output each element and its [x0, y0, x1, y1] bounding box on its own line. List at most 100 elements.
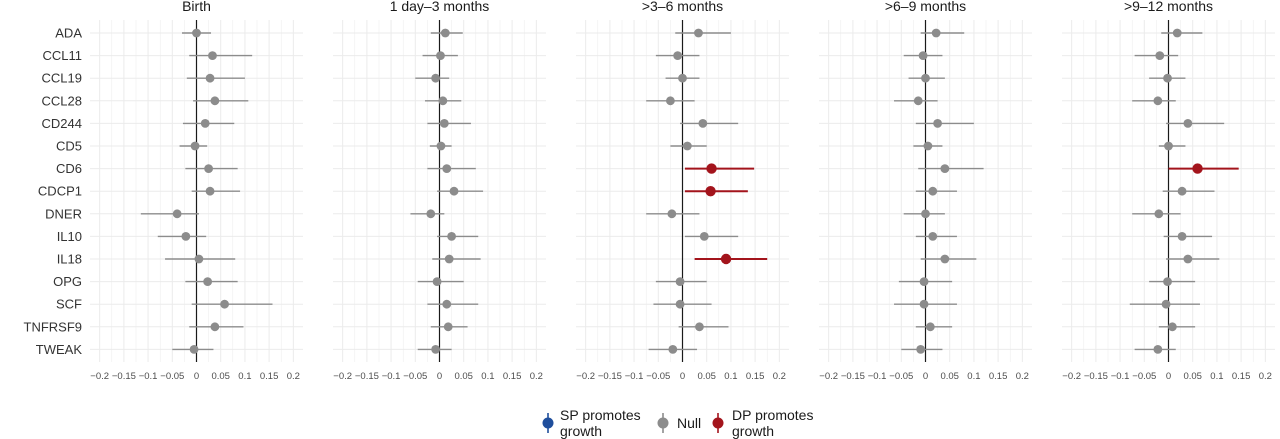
estimate-point [919, 277, 929, 286]
x-tick-label: −0.2 [1062, 371, 1081, 382]
estimate-point [190, 141, 200, 151]
category-label: CCL19 [42, 71, 82, 86]
estimate-point [940, 164, 950, 174]
estimate-point [1161, 299, 1171, 309]
x-tick-label: 0 [437, 371, 442, 382]
facet-panel: Birth −0.2 −0.15 −0.1 −0.05 0 0.05 0.1 0.15 0.2 [90, 0, 303, 382]
x-tick-label: −0.1 [139, 371, 158, 382]
x-tick-label: −0.05 [1132, 371, 1156, 382]
x-tick-label: 0.15 [746, 371, 765, 382]
estimate-point [1163, 277, 1172, 286]
estimate-point [431, 345, 441, 354]
estimate-point [695, 322, 704, 332]
legend-key-point [657, 417, 669, 429]
x-tick-label: −0.05 [403, 371, 427, 382]
category-label: CD244 [42, 116, 82, 131]
category-label: CD5 [56, 139, 82, 154]
x-tick-label: −0.05 [160, 371, 184, 382]
estimate-point [1164, 141, 1173, 151]
legend-label: growth [732, 423, 774, 439]
estimate-point [208, 51, 217, 60]
legend-label: growth [560, 423, 602, 439]
estimate-point [921, 209, 930, 219]
estimate-point [1183, 254, 1193, 264]
x-tick-label: 0.05 [940, 371, 959, 382]
x-tick-label: 0.1 [238, 371, 251, 382]
estimate-point [210, 322, 220, 332]
x-tick-label: −0.15 [355, 371, 379, 382]
category-label: OPG [53, 274, 82, 289]
estimate-point [1177, 186, 1187, 196]
estimate-point [1153, 345, 1163, 354]
x-tick-label: 0.15 [1232, 371, 1251, 382]
estimate-point [203, 277, 213, 286]
estimate-point [698, 119, 708, 128]
estimate-point [200, 119, 210, 128]
estimate-point [205, 73, 215, 83]
x-tick-label: −0.2 [819, 371, 838, 382]
category-label: CDCP1 [38, 184, 82, 199]
x-tick-label: −0.1 [625, 371, 644, 382]
estimate-point [699, 232, 709, 241]
estimate-point [436, 141, 446, 151]
estimate-point [705, 186, 716, 197]
estimate-point [928, 232, 938, 241]
category-label: ADA [55, 26, 82, 41]
estimate-point [933, 119, 943, 128]
facet-title: >6–9 months [885, 0, 966, 14]
estimate-point [665, 96, 675, 106]
estimate-point [442, 164, 452, 174]
estimate-point [439, 119, 449, 128]
category-label: TNFRSF9 [24, 319, 83, 334]
category-label: TWEAK [36, 342, 83, 357]
estimate-point [925, 322, 935, 332]
estimate-point [1167, 322, 1177, 332]
estimate-point [444, 254, 454, 264]
estimate-point [720, 253, 732, 265]
category-label: CD6 [56, 161, 82, 176]
x-tick-label: 0.2 [773, 371, 786, 382]
estimate-point [913, 96, 923, 106]
estimate-point [1154, 209, 1164, 219]
x-tick-label: 0.15 [989, 371, 1008, 382]
estimate-point [1177, 232, 1187, 241]
facet-panel: 1 day–3 months −0.2 −0.15 −0.1 −0.05 0 0.05 0.1… [333, 0, 546, 382]
estimate-point [194, 254, 204, 264]
x-tick-label: 0.15 [260, 371, 279, 382]
estimate-point [921, 73, 930, 83]
estimate-point [916, 345, 926, 354]
x-tick-label: 0.05 [211, 371, 230, 382]
estimate-point [1155, 51, 1165, 60]
x-tick-label: −0.15 [598, 371, 622, 382]
x-tick-label: 0.1 [481, 371, 494, 382]
x-tick-label: −0.15 [112, 371, 136, 382]
estimate-point [447, 232, 457, 241]
estimate-point [443, 322, 453, 332]
x-tick-label: −0.1 [382, 371, 401, 382]
category-label: CCL11 [42, 48, 82, 63]
estimate-point [181, 232, 191, 241]
x-tick-label: 0.1 [967, 371, 980, 382]
estimate-point [189, 345, 199, 354]
estimate-point [205, 186, 215, 196]
x-tick-label: 0 [1166, 371, 1171, 382]
estimate-point [449, 186, 459, 196]
estimate-point [923, 141, 933, 151]
estimate-point [442, 299, 452, 309]
estimate-point [706, 163, 717, 174]
estimate-point [928, 186, 938, 196]
estimate-point [204, 164, 214, 174]
estimate-point [1153, 96, 1163, 106]
estimate-point [682, 141, 692, 151]
x-tick-label: −0.2 [333, 371, 352, 382]
facet-panel: >9–12 months −0.2 −0.15 −0.1 −0.05 0 0.05 0.1 0.… [1062, 0, 1275, 382]
x-tick-label: 0.1 [724, 371, 737, 382]
facet-title: 1 day–3 months [390, 0, 490, 14]
x-tick-label: −0.05 [889, 371, 913, 382]
category-label: DNER [45, 206, 82, 221]
estimate-point [678, 73, 687, 83]
